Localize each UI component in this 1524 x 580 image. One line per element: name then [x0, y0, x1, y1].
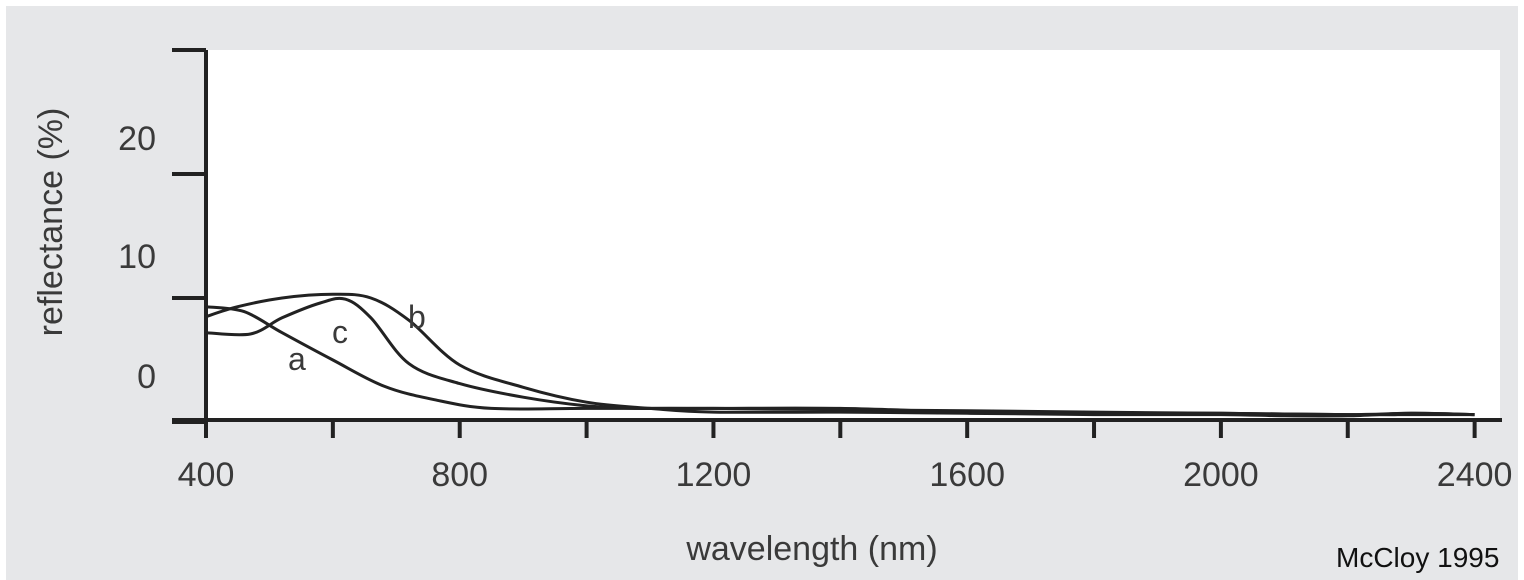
source-credit: McCloy 1995 [1336, 542, 1500, 573]
series-label-b: b [408, 299, 426, 335]
y-axis-label: reflectance (%) [32, 108, 70, 337]
series-label-a: a [288, 341, 306, 377]
x-tick-label-10: 2400 [1437, 456, 1513, 494]
y-ticks: 0 10 20 [118, 48, 206, 424]
series-label-c: c [332, 314, 348, 350]
x-tick-label-0: 400 [178, 456, 235, 494]
x-tick-label-6: 1600 [929, 456, 1005, 494]
x-tick-label-8: 2000 [1183, 456, 1259, 494]
series-line-c [205, 296, 1475, 417]
x-tick-label-4: 1200 [676, 456, 752, 494]
series-line-b [205, 292, 1475, 418]
y-tick-label-1: 10 [118, 238, 156, 276]
plot-area [206, 50, 1500, 422]
x-ticks: 400 800 1200 1600 2000 2400 [178, 420, 1513, 494]
y-tick-label-2: 20 [118, 120, 156, 158]
series-group [205, 292, 1475, 418]
x-axis-label: wavelength (nm) [685, 530, 937, 568]
x-tick-label-2: 800 [431, 456, 488, 494]
y-tick-label-0: 0 [137, 358, 156, 396]
